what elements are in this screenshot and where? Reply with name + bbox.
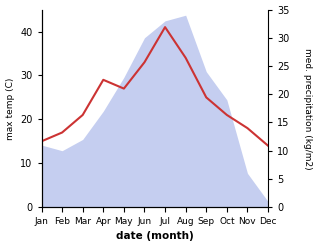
X-axis label: date (month): date (month) [116, 231, 194, 242]
Y-axis label: max temp (C): max temp (C) [5, 77, 15, 140]
Y-axis label: med. precipitation (kg/m2): med. precipitation (kg/m2) [303, 48, 313, 169]
